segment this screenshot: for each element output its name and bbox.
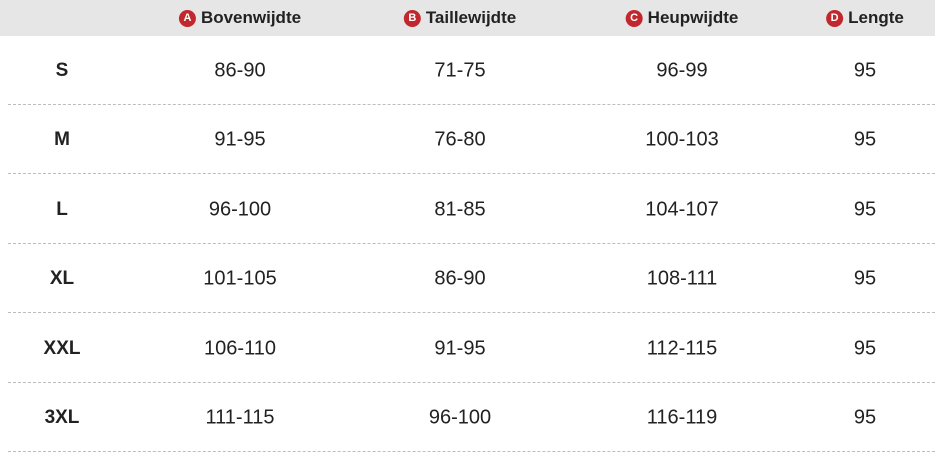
- size-label: XXL: [43, 337, 81, 359]
- row-separator: [8, 103, 935, 105]
- row-separator: [8, 173, 935, 174]
- column-header: D Lengte: [826, 0, 904, 36]
- row-separator: [8, 381, 935, 383]
- measurement: 96-99: [656, 59, 708, 82]
- measurement: 95: [853, 337, 877, 360]
- column-header: B Taillewijdte: [403, 0, 517, 36]
- size-label: XL: [49, 268, 75, 290]
- column-badge: C: [625, 9, 643, 27]
- measurement: 100-103: [645, 128, 719, 151]
- measurement: 108-111: [646, 267, 718, 290]
- column-label: Heupwijdte: [647, 8, 739, 27]
- measurement: 96-100: [208, 198, 272, 221]
- measurement: 111-115: [205, 406, 275, 429]
- size-label: M: [54, 129, 70, 151]
- size-label: 3XL: [44, 407, 80, 429]
- measurement: 96-100: [428, 406, 492, 429]
- header-band: [0, 0, 935, 36]
- row-separator: [8, 312, 935, 313]
- column-badge: A: [178, 9, 196, 27]
- measurement: 116-119: [646, 406, 718, 429]
- column-label: Bovenwijdte: [200, 8, 302, 27]
- measurement: 95: [853, 128, 877, 151]
- size-label: S: [55, 59, 69, 81]
- column-badge: D: [826, 9, 844, 27]
- measurement: 95: [853, 406, 877, 429]
- measurement: 104-107: [645, 198, 719, 221]
- row-separator: [8, 242, 935, 244]
- measurement: 95: [853, 267, 877, 290]
- column-header: C Heupwijdte: [625, 0, 739, 36]
- measurement: 101-105: [203, 267, 277, 290]
- column-badge: B: [403, 9, 421, 27]
- measurement: 95: [853, 198, 877, 221]
- measurement: 86-90: [214, 59, 266, 82]
- column-label: Taillewijdte: [425, 8, 517, 27]
- measurement: 91-95: [214, 128, 266, 151]
- size-label: L: [56, 198, 68, 220]
- measurement: 76-80: [434, 128, 486, 151]
- row-separator: [8, 451, 935, 452]
- measurement: 91-95: [434, 337, 486, 360]
- column-header: A Bovenwijdte: [178, 0, 302, 36]
- measurement: 106-110: [204, 337, 276, 360]
- measurement: 86-90: [434, 267, 486, 290]
- measurement: 71-75: [434, 59, 486, 82]
- measurement: 95: [853, 59, 877, 82]
- column-label: Lengte: [848, 8, 904, 27]
- measurement: 112-115: [646, 337, 718, 360]
- measurement: 81-85: [434, 198, 486, 221]
